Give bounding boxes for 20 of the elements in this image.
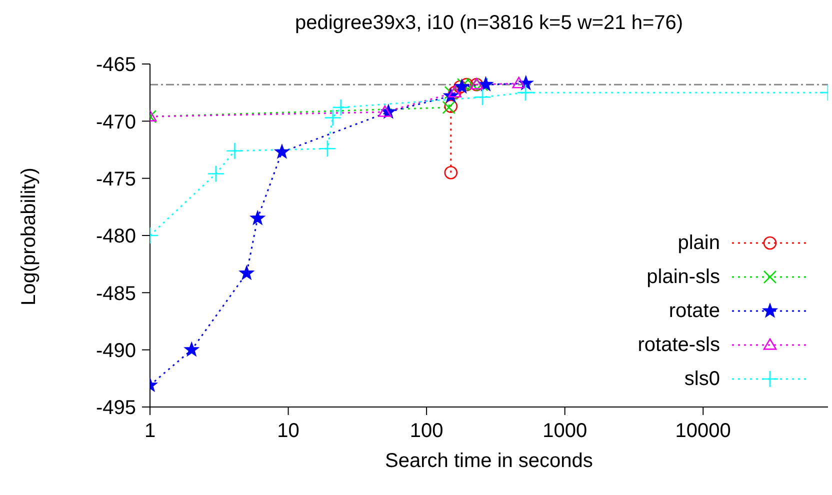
legend-label: plain-sls [646,266,720,288]
y-tick-label: -475 [96,168,136,190]
y-tick-label: -495 [96,397,136,420]
x-tick-label: 100 [410,420,444,442]
y-tick-label: -470 [96,111,136,134]
legend-label: rotate [668,300,720,322]
y-axis-title: Log(probability) [18,168,40,306]
x-tick-label: 10000 [675,420,731,442]
x-tick-label: 10 [277,420,300,442]
y-tick-label: -485 [96,282,136,305]
legend-label: sls0 [684,368,720,390]
y-tick-label: -490 [96,340,136,362]
chart-title: pedigree39x3, i10 (n=3816 k=5 w=21 h=76) [294,12,684,35]
x-axis-title: Search time in seconds [385,450,593,472]
legend-label: plain [678,232,720,254]
y-tick-label: -465 [96,54,136,76]
legend-label: rotate-sls [638,334,720,356]
x-tick-label: 1 [144,420,156,442]
y-tick-label: -480 [96,226,136,248]
x-tick-label: 1000 [542,420,588,442]
